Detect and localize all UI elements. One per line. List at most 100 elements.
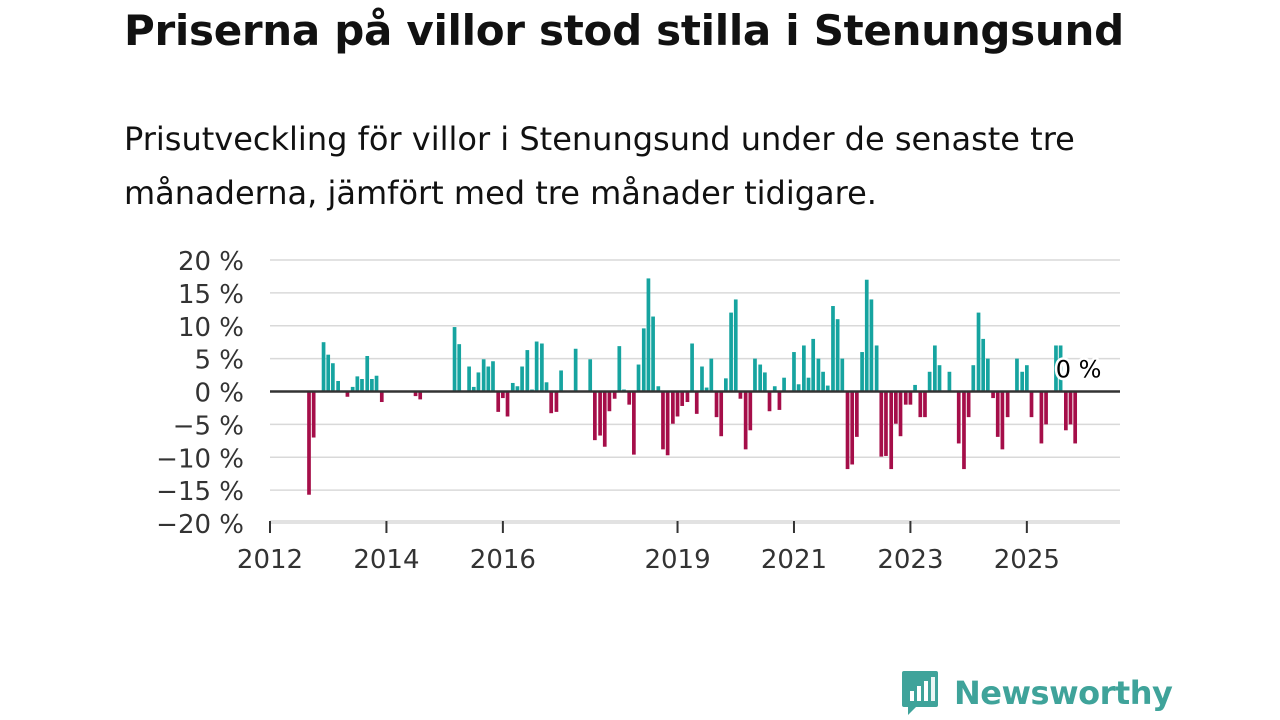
- bar: [534, 341, 539, 392]
- bar: [981, 338, 986, 392]
- bar: [796, 384, 801, 392]
- bar: [889, 391, 894, 470]
- bar: [1015, 358, 1019, 392]
- bar: [602, 391, 607, 447]
- bar: [627, 391, 632, 405]
- newsworthy-logo-icon: [902, 671, 938, 715]
- bar: [675, 391, 680, 417]
- bar: [918, 391, 923, 418]
- bar: [758, 364, 763, 392]
- bar: [811, 338, 816, 392]
- bar: [491, 361, 495, 392]
- bar: [1064, 391, 1068, 431]
- bar: [1073, 391, 1078, 444]
- y-tick-label: −15 %: [156, 477, 244, 507]
- bar: [661, 391, 665, 450]
- y-tick-label: 5 %: [194, 346, 244, 376]
- bar: [821, 371, 825, 392]
- bar: [632, 391, 636, 455]
- bar: [971, 365, 976, 392]
- y-tick-label: −10 %: [156, 444, 244, 474]
- bar: [374, 375, 379, 392]
- bar: [685, 391, 690, 403]
- x-tick-label: 2023: [877, 545, 943, 575]
- bar: [816, 358, 821, 392]
- x-tick-label: 2025: [994, 545, 1060, 575]
- bar: [937, 365, 942, 392]
- bar: [1044, 391, 1048, 425]
- bar: [413, 391, 418, 397]
- bar: [467, 366, 471, 392]
- bar: [525, 350, 530, 392]
- bar: [738, 391, 743, 399]
- bar: [321, 342, 326, 392]
- bar: [831, 306, 835, 392]
- bar: [471, 386, 476, 392]
- bar: [360, 379, 364, 392]
- bar: [496, 391, 501, 412]
- bar: [549, 391, 554, 414]
- bar: [714, 391, 719, 418]
- bar: [1039, 391, 1044, 444]
- bar: [665, 391, 670, 456]
- bar: [476, 372, 481, 392]
- y-tick-label: 10 %: [178, 313, 244, 343]
- x-tick-label: 2016: [470, 545, 536, 575]
- bar: [724, 378, 728, 392]
- chart-title: Priserna på villor stod stilla i Stenung…: [124, 6, 1124, 55]
- bar: [1054, 345, 1058, 392]
- bar: [991, 391, 995, 399]
- bar: [869, 299, 874, 392]
- bar: [719, 391, 724, 437]
- bar: [985, 358, 990, 392]
- bar: [457, 344, 462, 392]
- bar: [651, 316, 655, 392]
- x-tick-label: 2012: [237, 545, 303, 575]
- bar: [966, 391, 971, 418]
- bar: [840, 358, 845, 392]
- bar: [850, 391, 855, 465]
- bar: [331, 363, 335, 392]
- brand-name: Newsworthy: [954, 674, 1173, 712]
- bar: [898, 391, 903, 437]
- bar: [641, 328, 646, 392]
- bar: [962, 391, 966, 470]
- bar: [307, 391, 311, 495]
- x-tick-label: 2019: [644, 545, 710, 575]
- bar: [365, 355, 370, 392]
- bar: [825, 385, 830, 392]
- bar: [854, 391, 859, 437]
- bar: [763, 372, 767, 392]
- bar: [646, 278, 651, 392]
- y-tick-label: 15 %: [178, 280, 244, 310]
- bar: [588, 359, 593, 392]
- bar: [370, 379, 374, 392]
- bar: [607, 391, 612, 412]
- bar: [680, 391, 685, 406]
- bar: [656, 386, 661, 392]
- bar: [772, 386, 777, 392]
- bar: [345, 391, 350, 397]
- bar: [913, 384, 917, 392]
- bar: [782, 377, 786, 392]
- bar: [894, 391, 898, 424]
- x-tick-label: 2014: [353, 545, 419, 575]
- bar: [835, 319, 840, 392]
- bar: [923, 391, 927, 418]
- bar: [879, 391, 884, 457]
- bar: [743, 391, 748, 450]
- bar: [860, 352, 864, 392]
- bar: [874, 345, 879, 392]
- y-tick-label: −20 %: [156, 510, 244, 540]
- bar: [636, 364, 641, 392]
- bar: [486, 366, 491, 392]
- bar: [733, 299, 738, 392]
- bar: [355, 376, 360, 392]
- bar: [704, 387, 709, 392]
- bar: [544, 382, 549, 392]
- bar: [947, 371, 952, 392]
- bar: [520, 366, 524, 392]
- bar: [501, 391, 505, 399]
- bar: [598, 391, 602, 436]
- bar: [515, 386, 520, 392]
